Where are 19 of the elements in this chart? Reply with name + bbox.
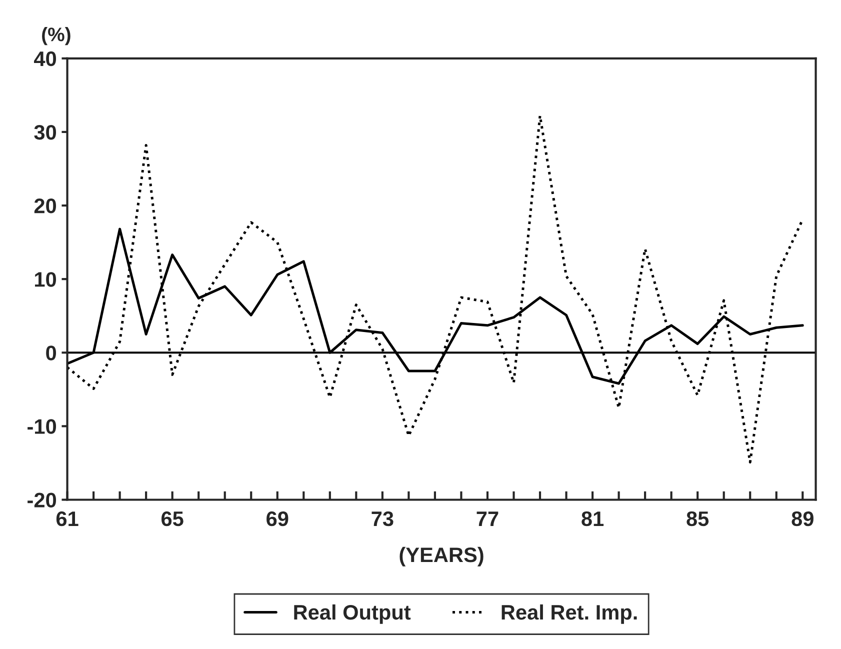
x-tick-label: 61 [56,511,78,526]
x-tick-label: 77 [476,512,498,526]
x-tick-label: 73 [372,511,394,526]
x-tick-label: 85 [686,511,709,526]
y-tick-label: -10 [28,419,56,434]
x-tick-label: 65 [162,511,184,526]
x-tick-label: 89 [792,511,814,526]
y-axis-title: (%) [42,27,70,46]
y-tick-label: 40 [34,51,56,66]
x-tick-label: 69 [266,511,288,526]
x-tick-label: 81 [582,511,604,526]
x-axis-title: (YEARS) [400,546,484,566]
legend-label: Real Output [294,604,411,624]
legend-label: Real Ret. Imp. [502,604,637,624]
y-tick-label: 20 [34,198,56,214]
y-tick-label: 30 [34,124,56,140]
y-tick-label: -20 [28,492,56,508]
y-tick-label: 0 [46,346,56,360]
y-tick-label: 10 [35,272,56,287]
